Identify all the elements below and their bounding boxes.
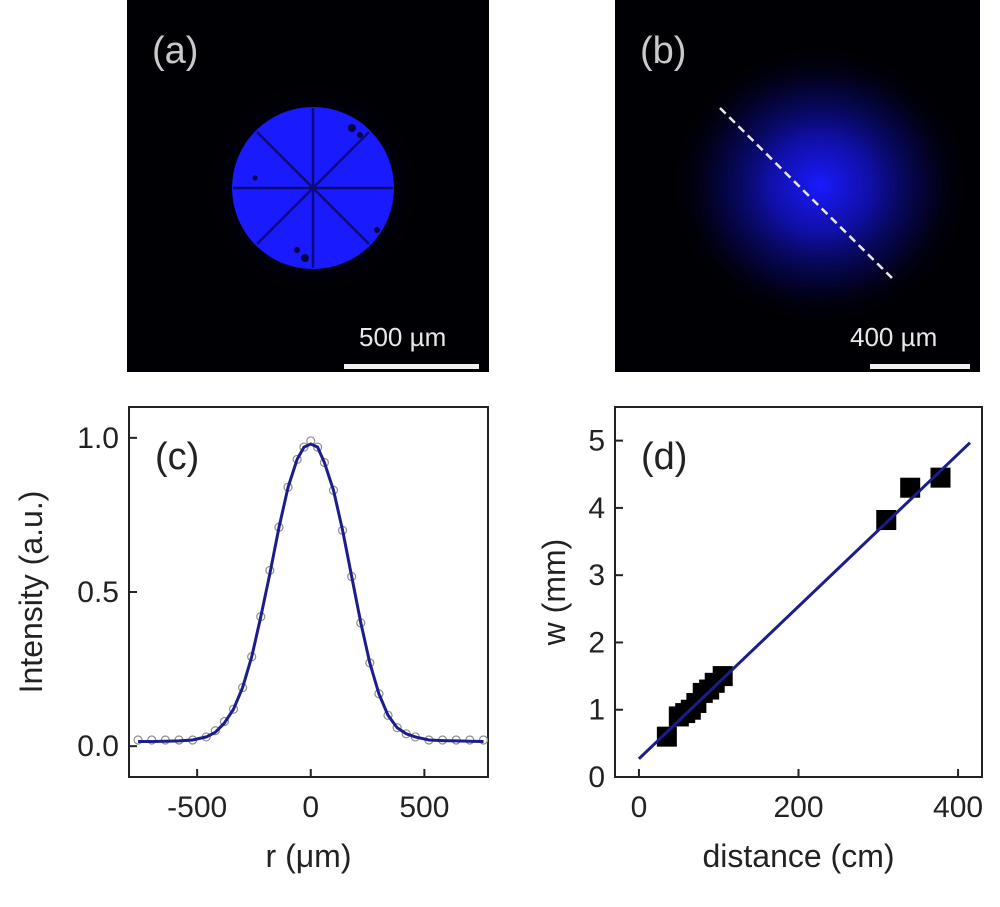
y-axis-label: Intensity (a.u.) (13, 491, 49, 694)
chart-d: 0 200 400 0 1 2 3 4 5 distance (cm) w (mm) (d) (536, 406, 983, 874)
fit-line (637, 441, 972, 760)
data-point (930, 467, 951, 488)
data-point (876, 510, 897, 531)
y-tick-label: 0 (588, 761, 605, 794)
scale-label-b: 400 µm (850, 322, 938, 352)
data-point (219, 716, 230, 727)
scale-bar-a (344, 364, 479, 369)
chart-c: -500 0 500 0.0 0.5 1.0 r (μm) Intensity (a.u.) (… (13, 406, 489, 874)
beam-image-a: (a) 500 µm (127, 0, 489, 372)
x-tick-label: 400 (933, 791, 983, 824)
scale-label-a: 500 µm (359, 322, 447, 352)
y-tick-label: 0.0 (77, 730, 119, 763)
panel-label-a: (a) (152, 30, 199, 72)
data-point (392, 723, 402, 733)
data-point (210, 726, 220, 736)
x-axis-label: distance (cm) (702, 838, 894, 874)
scale-bar-b (870, 364, 970, 369)
data-point (299, 442, 309, 452)
data-point (900, 477, 921, 498)
x-tick-label: 0 (302, 791, 319, 824)
data-point (712, 666, 733, 687)
y-tick-label: 2 (588, 626, 605, 659)
fit-line (138, 442, 484, 743)
data-point (228, 704, 239, 714)
x-axis-label: r (μm) (266, 838, 352, 874)
y-tick-label: 1.0 (77, 422, 119, 455)
y-tick-label: 3 (588, 559, 605, 592)
beam-spot-b (670, 45, 970, 325)
x-tick-label: 0 (631, 791, 648, 824)
y-tick-label: 0.5 (77, 576, 119, 609)
y-tick-label: 1 (588, 694, 605, 727)
beam-image-b: (b) 400 µm (615, 0, 980, 372)
panel-label-b: (b) (640, 30, 687, 72)
x-tick-label: 200 (773, 791, 823, 824)
data-point (656, 726, 677, 747)
profile-line (719, 107, 893, 279)
panel-label: (d) (641, 436, 687, 478)
panel-label: (c) (155, 436, 199, 478)
y-tick-label: 4 (588, 492, 605, 525)
data-point (383, 710, 393, 720)
y-tick-label: 5 (588, 425, 605, 458)
x-tick-label: -500 (167, 791, 227, 824)
x-tick-label: 500 (399, 791, 449, 824)
y-axis-label: w (mm) (536, 539, 572, 647)
data-point (312, 442, 323, 452)
beam-spot-a (201, 76, 425, 300)
